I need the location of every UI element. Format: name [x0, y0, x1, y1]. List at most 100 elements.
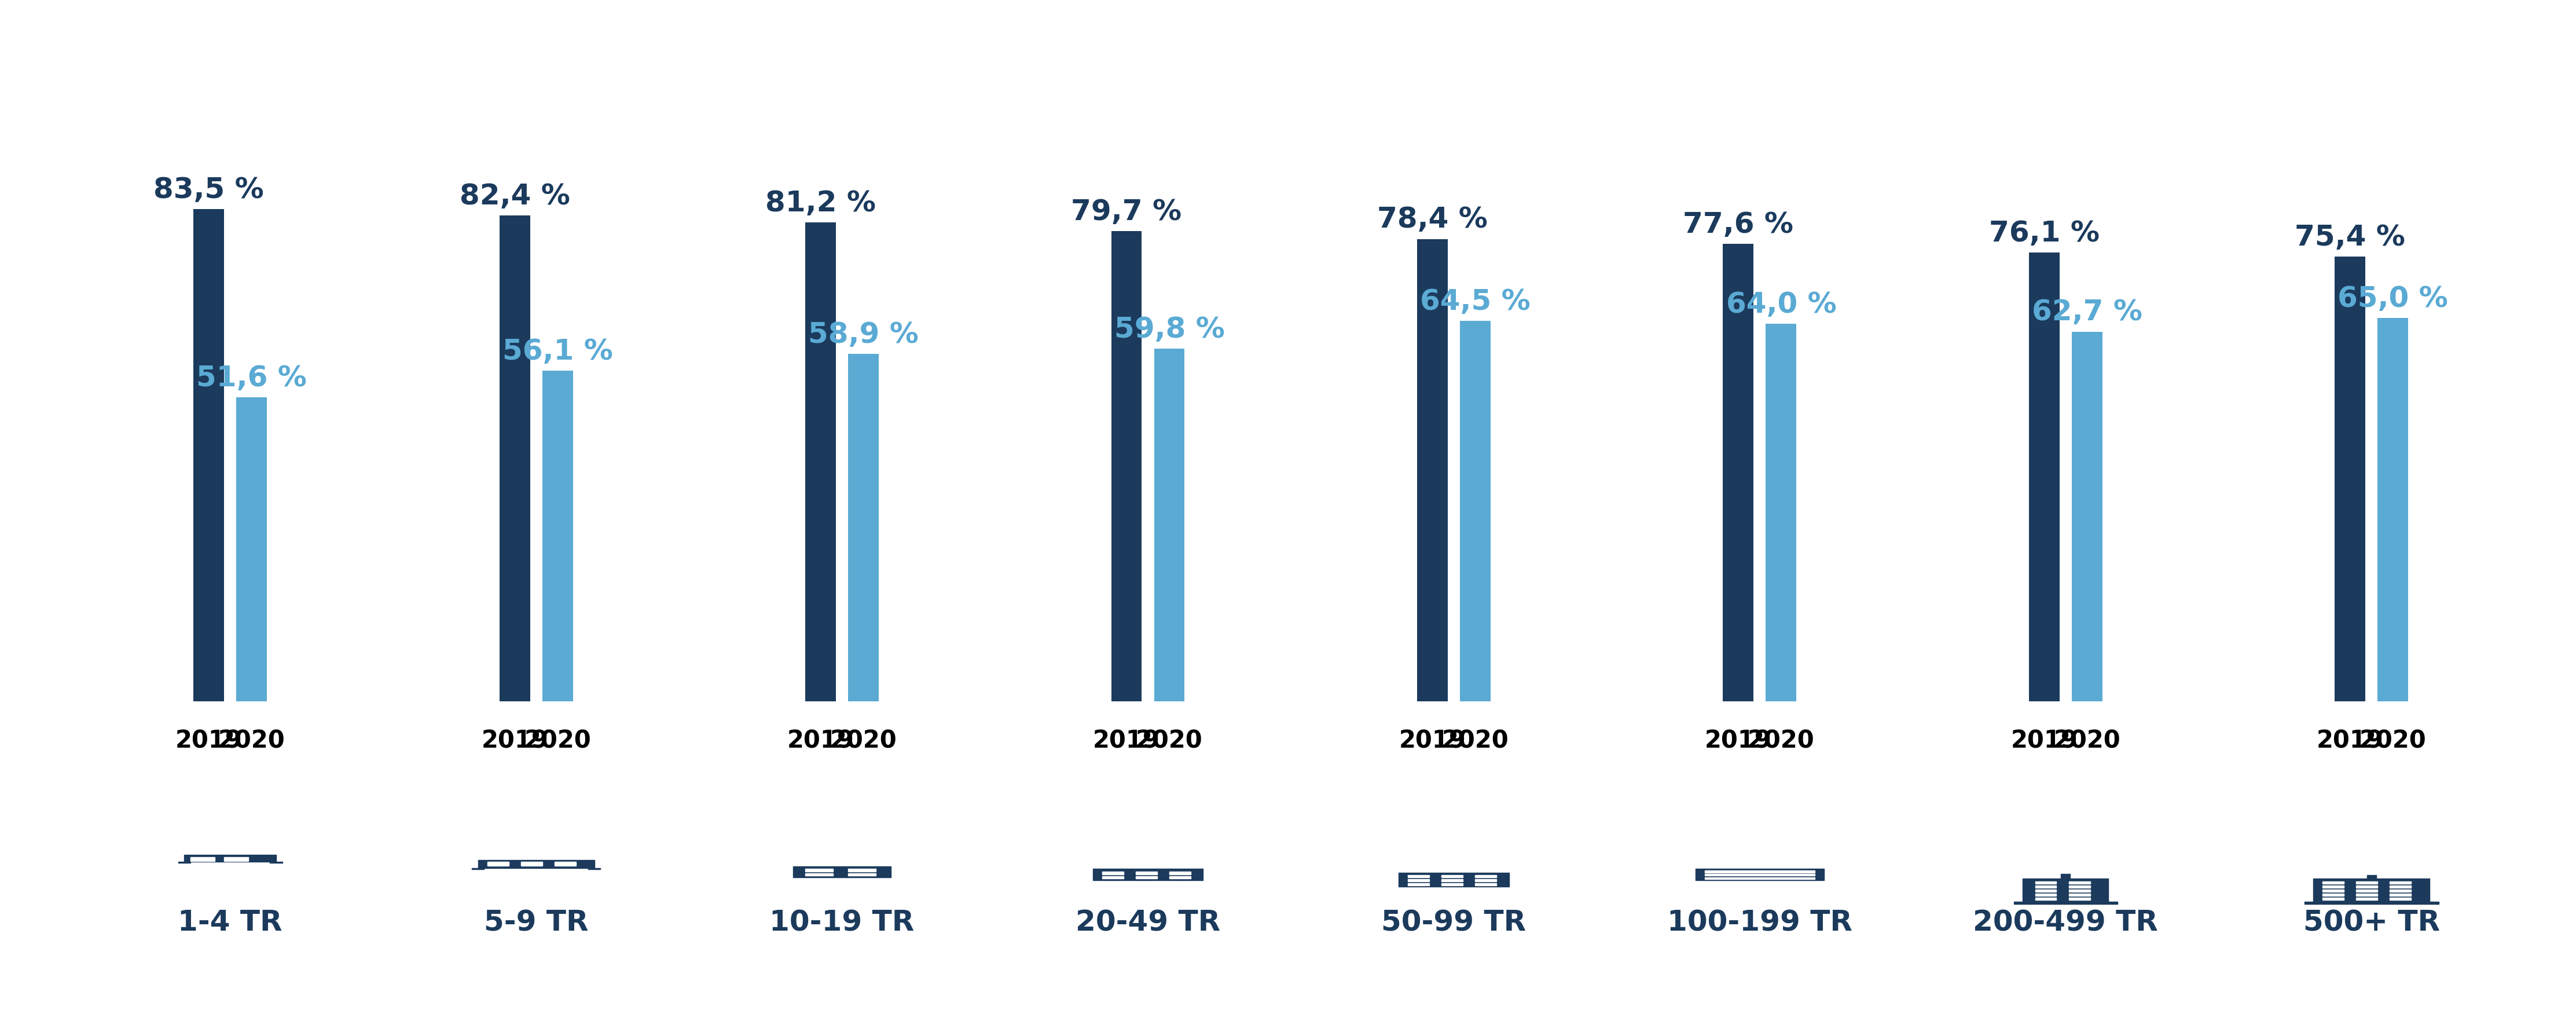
Text: 5-9 TR: 5-9 TR	[484, 908, 587, 936]
Bar	[2391, 894, 2411, 896]
Bar	[1417, 239, 1448, 702]
Bar	[2069, 885, 2089, 888]
Bar	[2069, 890, 2089, 892]
Bar	[2324, 881, 2344, 884]
Bar	[2367, 875, 2375, 878]
Text: 2020: 2020	[2360, 729, 2427, 752]
Text: 2020: 2020	[1747, 729, 1814, 752]
Bar	[2324, 898, 2344, 900]
Text: 77,6 %: 77,6 %	[1682, 211, 1793, 238]
Bar	[479, 860, 595, 868]
Bar	[270, 862, 283, 863]
Bar	[806, 869, 832, 872]
Bar	[2391, 890, 2411, 892]
Text: 500+ TR: 500+ TR	[2303, 908, 2439, 936]
Text: 62,7 %: 62,7 %	[2032, 298, 2143, 326]
Bar	[2030, 253, 2061, 702]
Bar	[2061, 874, 2071, 878]
Bar	[1399, 873, 1510, 886]
Text: 76,1 %: 76,1 %	[1989, 220, 2099, 247]
Text: 79,7 %: 79,7 %	[1072, 198, 1182, 226]
Bar	[2391, 898, 2411, 900]
Text: 2019: 2019	[2012, 729, 2079, 752]
Bar	[487, 862, 507, 866]
Bar	[1154, 349, 1185, 702]
Bar	[1705, 874, 1816, 876]
Bar	[806, 873, 832, 876]
Bar	[1136, 872, 1157, 874]
Bar	[2357, 881, 2378, 884]
Text: 2020: 2020	[2053, 729, 2120, 752]
Bar	[1409, 875, 1430, 877]
Bar	[2334, 257, 2365, 702]
Bar	[1767, 324, 1795, 702]
Bar	[193, 209, 224, 702]
Text: 83,5 %: 83,5 %	[155, 175, 263, 203]
Bar	[1110, 232, 1141, 702]
Text: 56,1 %: 56,1 %	[502, 337, 613, 365]
Bar	[191, 858, 214, 861]
Bar	[2391, 881, 2411, 884]
Bar	[2035, 898, 2056, 900]
Text: 51,6 %: 51,6 %	[196, 364, 307, 391]
Text: 64,5 %: 64,5 %	[1419, 288, 1530, 316]
Bar	[1476, 879, 1497, 881]
Text: 2020: 2020	[219, 729, 286, 752]
Bar	[2303, 902, 2439, 904]
Bar	[1170, 876, 1190, 878]
Bar	[500, 216, 531, 702]
Text: 2020: 2020	[829, 729, 896, 752]
Bar	[2014, 902, 2117, 904]
Text: 59,8 %: 59,8 %	[1113, 316, 1224, 344]
Bar	[1695, 869, 1824, 880]
Text: 2019: 2019	[2316, 729, 2383, 752]
Bar	[1409, 883, 1430, 885]
Bar	[848, 869, 876, 872]
Bar	[2357, 894, 2378, 896]
Bar	[520, 862, 544, 866]
Bar	[1103, 876, 1123, 878]
Bar	[471, 868, 484, 869]
Bar	[2035, 894, 2056, 896]
Bar	[1723, 245, 1754, 702]
Bar	[2069, 898, 2089, 900]
Bar	[1461, 321, 1492, 702]
Bar	[544, 370, 572, 702]
Bar	[1443, 879, 1463, 881]
Bar	[2035, 885, 2056, 888]
Bar	[1170, 872, 1190, 874]
Text: 82,4 %: 82,4 %	[459, 183, 569, 209]
Bar	[848, 354, 878, 702]
Bar	[2069, 894, 2089, 896]
Text: 81,2 %: 81,2 %	[765, 189, 876, 217]
Bar	[2357, 898, 2378, 900]
Bar	[1705, 871, 1816, 873]
Text: 75,4 %: 75,4 %	[2295, 224, 2406, 251]
Bar	[2035, 890, 2056, 892]
Bar	[2071, 332, 2102, 702]
Bar	[237, 397, 268, 702]
Bar	[1476, 875, 1497, 877]
Bar	[2313, 878, 2429, 902]
Text: 65,0 %: 65,0 %	[2339, 285, 2447, 313]
Text: 2019: 2019	[788, 729, 855, 752]
Bar	[1409, 879, 1430, 881]
Bar	[2324, 890, 2344, 892]
Bar	[587, 868, 600, 869]
Bar	[554, 862, 577, 866]
Bar	[1705, 877, 1816, 879]
Text: 78,4 %: 78,4 %	[1378, 205, 1489, 233]
Text: 2019: 2019	[1092, 729, 1159, 752]
Bar	[1136, 876, 1157, 878]
Bar	[2391, 885, 2411, 888]
Bar	[2357, 885, 2378, 888]
Text: 2020: 2020	[1443, 729, 1510, 752]
Text: 2019: 2019	[482, 729, 549, 752]
Bar	[1476, 883, 1497, 885]
Text: 2019: 2019	[1399, 729, 1466, 752]
Bar	[2035, 881, 2056, 884]
Text: 20-49 TR: 20-49 TR	[1077, 908, 1221, 936]
Bar	[1443, 875, 1463, 877]
Text: 2020: 2020	[523, 729, 590, 752]
Bar	[793, 867, 891, 877]
